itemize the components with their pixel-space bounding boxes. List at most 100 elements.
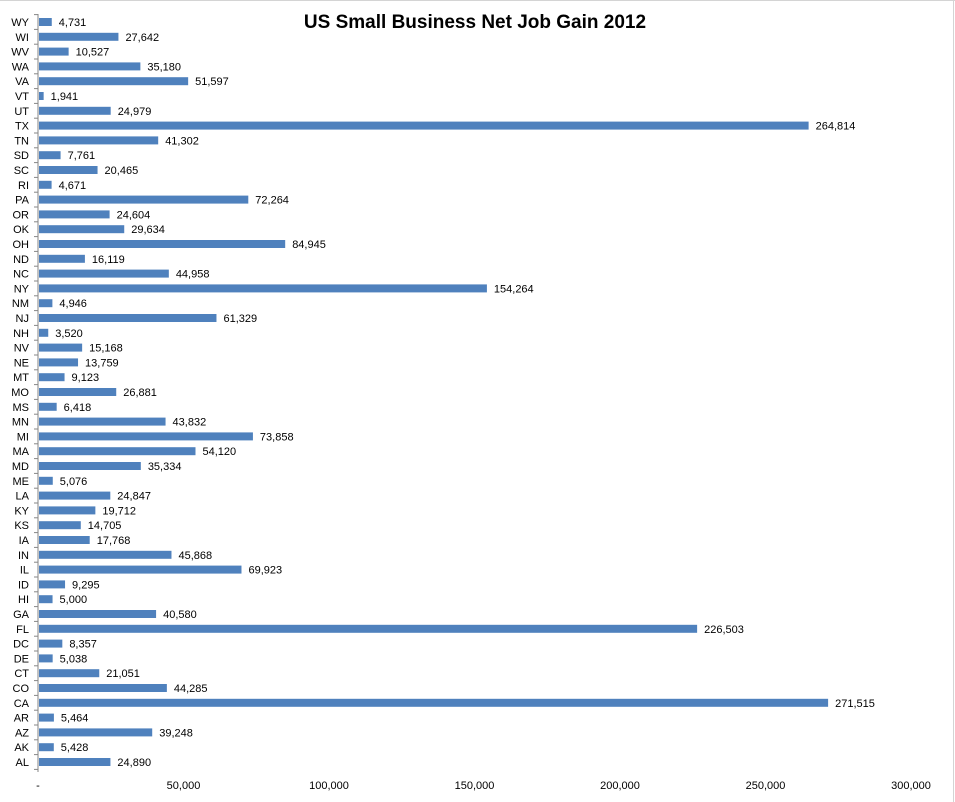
category-label-dc: DC [13, 639, 29, 651]
bar-md [39, 462, 141, 470]
data-labels-layer: 4,731 27,642 10,527 35,180 51,597 1,941 24,979… [51, 17, 875, 769]
data-label-in: 45,868 [178, 550, 212, 562]
category-label-va: VA [15, 76, 30, 88]
category-label-ri: RI [18, 180, 29, 192]
data-label-mn: 43,832 [173, 417, 207, 429]
category-label-me: ME [13, 476, 30, 488]
data-label-sd: 7,761 [68, 150, 96, 162]
data-label-ky: 19,712 [102, 505, 136, 517]
bar-ri [39, 180, 52, 189]
bar-wv [39, 47, 69, 56]
bar-co [39, 684, 167, 692]
data-label-il: 69,923 [248, 565, 282, 577]
category-label-id: ID [18, 579, 29, 591]
bar-mo [39, 388, 117, 396]
data-label-wv: 10,527 [76, 47, 110, 59]
bar-nj [39, 314, 217, 322]
category-label-il: IL [20, 565, 29, 577]
sheet-edge-top [0, 0, 955, 1]
category-label-in: IN [18, 550, 29, 562]
data-label-fl: 226,503 [704, 624, 744, 636]
bar-la [39, 491, 111, 500]
bar-nh [39, 328, 49, 337]
data-label-wa: 35,180 [147, 61, 181, 73]
bar-ga [39, 610, 157, 618]
bar-ny [39, 284, 487, 293]
bar-ks [39, 521, 81, 530]
x-tick-label: 150,000 [455, 780, 495, 792]
x-tick-label: 300,000 [891, 780, 931, 792]
bars-layer [39, 18, 829, 766]
bar-nv [39, 343, 83, 352]
bar-tx [39, 121, 809, 130]
category-label-ak: AK [14, 742, 29, 754]
data-label-hi: 5,000 [60, 594, 88, 606]
category-label-wa: WA [12, 61, 30, 73]
category-label-nc: NC [13, 269, 29, 281]
data-label-ga: 40,580 [163, 609, 197, 621]
data-label-sc: 20,465 [105, 165, 139, 177]
x-tick-label: 250,000 [746, 780, 786, 792]
bar-ut [39, 106, 111, 115]
axis-layer: - 50,000 100,000 150,000 200,000 250,000 300,0… [34, 14, 931, 792]
category-label-ky: KY [14, 505, 29, 517]
x-tick-label: - [36, 780, 40, 792]
sheet-edge-right [953, 0, 954, 802]
data-label-al: 24,890 [117, 757, 151, 769]
category-labels-layer: WY WI WV WA VA VT UT TX TN SD SC RI PA OR OK OH ND NC NY NM… [11, 17, 29, 769]
bar-ct [39, 669, 100, 678]
category-label-ia: IA [19, 535, 30, 547]
bar-ne [39, 358, 79, 367]
bar-nm [39, 299, 53, 308]
data-label-la: 24,847 [117, 491, 151, 503]
category-label-ct: CT [14, 668, 29, 680]
data-label-me: 5,076 [60, 476, 88, 488]
bar-ak [39, 743, 54, 752]
x-tick-label: 100,000 [309, 780, 349, 792]
category-label-vt: VT [15, 91, 29, 103]
bar-vt [39, 92, 44, 100]
category-label-tx: TX [15, 121, 30, 133]
category-label-wy: WY [11, 17, 29, 29]
data-label-tn: 41,302 [165, 135, 199, 147]
data-label-ct: 21,051 [106, 668, 140, 680]
bar-or [39, 210, 110, 219]
category-label-hi: HI [18, 594, 29, 606]
data-label-ny: 154,264 [494, 283, 534, 295]
category-label-nm: NM [12, 298, 29, 310]
category-label-mt: MT [13, 372, 29, 384]
bar-hi [39, 595, 53, 604]
bar-mi [39, 432, 253, 441]
bar-mt [39, 373, 65, 382]
bar-ky [39, 506, 96, 515]
bar-fl [39, 624, 698, 633]
bar-al [39, 758, 111, 766]
category-label-al: AL [16, 757, 29, 769]
data-label-mi: 73,858 [260, 431, 294, 443]
category-label-or: OR [13, 209, 30, 221]
data-label-ms: 6,418 [64, 402, 92, 414]
bar-tn [39, 136, 159, 145]
category-label-ca: CA [14, 698, 30, 710]
data-label-ia: 17,768 [97, 535, 131, 547]
bar-pa [39, 195, 249, 204]
bar-ca [39, 698, 829, 707]
data-label-ak: 5,428 [61, 742, 89, 754]
category-label-pa: PA [15, 195, 30, 207]
bar-wy [39, 18, 52, 26]
category-label-co: CO [13, 683, 30, 695]
data-label-oh: 84,945 [292, 239, 326, 251]
data-label-va: 51,597 [195, 76, 229, 88]
category-label-ok: OK [13, 224, 30, 236]
category-label-mi: MI [17, 431, 29, 443]
category-label-nj: NJ [16, 313, 29, 325]
data-label-dc: 8,357 [69, 639, 97, 651]
data-label-ar: 5,464 [61, 713, 89, 725]
chart-title: US Small Business Net Job Gain 2012 [303, 12, 647, 33]
x-tick-label: 50,000 [167, 780, 201, 792]
data-label-nh: 3,520 [55, 328, 83, 340]
category-label-wi: WI [16, 32, 29, 44]
category-label-az: AZ [15, 727, 29, 739]
bar-wa [39, 62, 141, 71]
data-label-id: 9,295 [72, 579, 100, 591]
